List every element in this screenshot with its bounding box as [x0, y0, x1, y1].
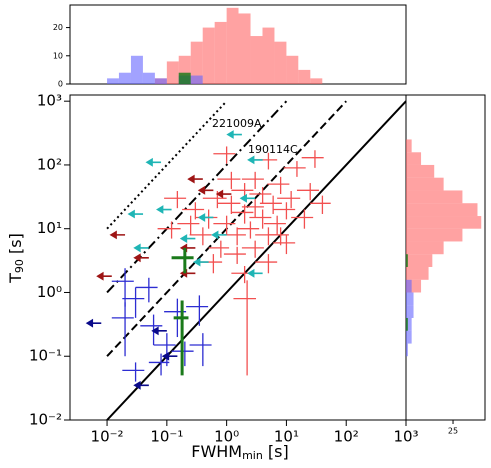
upper-limit-arrow	[179, 234, 196, 243]
upper-limit-arrow	[193, 257, 209, 267]
upper-limit-arrow	[133, 253, 149, 263]
y-label-rest: [s]	[6, 233, 25, 259]
hist-bar	[406, 317, 412, 331]
upper-limit-arrow	[187, 174, 203, 184]
y-tick-label: 10¹	[37, 219, 62, 237]
hist-bar	[406, 266, 429, 280]
x-label-rest: [s]	[263, 442, 289, 461]
upper-limit-arrow	[247, 268, 263, 278]
upper-limit-arrow	[145, 157, 162, 167]
hist-bar	[406, 203, 478, 217]
hist-bar	[154, 78, 167, 84]
upper-limit-arrow	[211, 230, 227, 240]
y-tick-label: 10²	[37, 155, 62, 173]
reference-line	[106, 100, 288, 294]
upper-limit-arrow	[247, 155, 263, 165]
hist-bar	[406, 228, 463, 242]
x-tick-label: 10⁻¹	[150, 428, 183, 446]
y-tick-label: 10⁰	[37, 283, 62, 301]
series	[85, 318, 178, 390]
upper-limit-arrow	[215, 189, 232, 199]
hist-bar	[406, 177, 444, 191]
hist-bar	[214, 21, 227, 84]
hist-bar	[298, 69, 311, 84]
upper-limit-arrow	[96, 271, 112, 281]
hist-bar	[190, 75, 203, 84]
y-tick-label: 10⁻²	[29, 411, 62, 429]
hist-bar	[274, 41, 287, 84]
hist-bar	[286, 55, 299, 84]
series	[127, 130, 263, 278]
hist-bar	[226, 7, 239, 85]
upper-limit-arrow	[133, 380, 149, 390]
y-tick-label: 20	[53, 23, 63, 32]
x-tick-label: 10²	[334, 428, 359, 446]
x-tick-label: 10⁰	[214, 428, 239, 446]
upper-limit-arrow	[109, 230, 126, 240]
x-tick-label: 25	[448, 427, 458, 436]
hist-bar	[406, 164, 435, 178]
hist-bar	[406, 305, 414, 318]
y-tick-label: 10³	[37, 92, 62, 110]
upper-limit-arrow	[161, 351, 178, 361]
main-plot	[85, 100, 406, 420]
hist-bar	[202, 27, 215, 85]
y-tick-label: 10	[53, 51, 63, 60]
upper-limit-arrow	[133, 243, 149, 253]
y-axis-label: T90 [s]	[6, 233, 27, 284]
hist-bar	[406, 216, 482, 229]
series	[96, 174, 232, 281]
hist-bar	[406, 254, 433, 267]
hist-bar	[262, 27, 275, 85]
annotation: 190114C	[248, 143, 298, 156]
hist-bar	[406, 292, 414, 306]
y-label-main: T	[6, 273, 25, 284]
hist-bar	[406, 139, 412, 153]
upper-limit-arrow	[226, 130, 242, 139]
hist-bar	[406, 317, 408, 331]
reference-line	[106, 100, 228, 230]
hist-bar	[250, 36, 263, 84]
x-axis-label: FWHMmin [s]	[191, 442, 289, 463]
hist-bar	[406, 190, 463, 204]
hist-bar	[190, 41, 203, 84]
reference-line	[106, 100, 406, 420]
hist-bar	[406, 330, 412, 344]
hist-bar	[406, 343, 408, 357]
hist-bar	[178, 72, 191, 84]
upper-limit-arrow	[151, 326, 167, 336]
x-label-main: FWHM	[191, 442, 242, 461]
x-label-sub: min	[242, 449, 263, 462]
upper-limit-arrow	[127, 209, 144, 219]
main-frame	[69, 94, 407, 421]
hist-bar	[406, 152, 422, 165]
hist-bar	[406, 241, 444, 255]
hist-bar	[130, 55, 143, 84]
series	[171, 247, 194, 376]
hist-bar	[238, 13, 251, 84]
upper-limit-arrow	[156, 205, 172, 214]
hist-bar	[118, 72, 131, 84]
x-tick-label: 10³	[393, 428, 418, 446]
y-tick-label: 10⁻¹	[29, 347, 62, 365]
hist-bar	[406, 279, 412, 293]
annotation: 221009A	[212, 117, 262, 130]
hist-bar	[310, 78, 323, 84]
hist-bar	[142, 72, 155, 84]
hist-bar	[107, 78, 119, 84]
hist-bar	[406, 254, 408, 267]
y-tick-label: 0	[58, 80, 63, 89]
hist-bar	[166, 61, 179, 84]
x-tick-label: 10¹	[274, 428, 299, 446]
upper-limit-arrow	[85, 318, 102, 328]
x-tick-label: 10⁻²	[91, 428, 124, 446]
y-label-sub: 90	[13, 259, 26, 273]
upper-limit-arrow	[197, 213, 214, 222]
upper-limit-arrow	[239, 193, 256, 203]
upper-limit-arrow	[197, 185, 214, 195]
